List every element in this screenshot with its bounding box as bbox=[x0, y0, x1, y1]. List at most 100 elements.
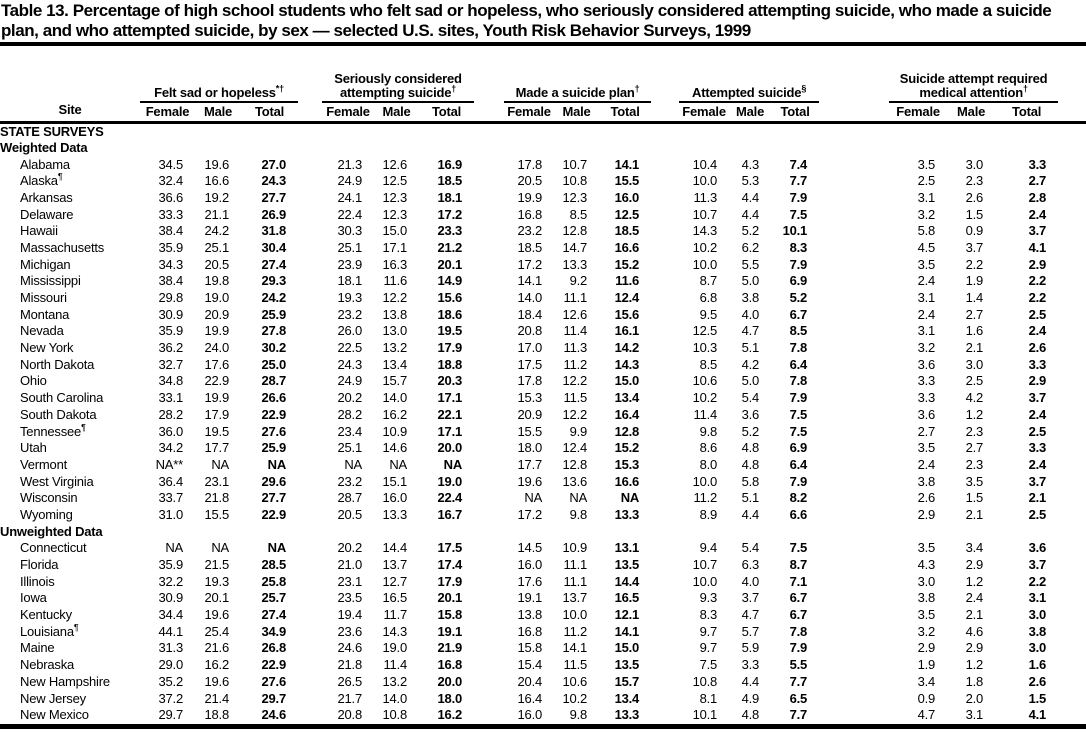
value-cell: 27.6 bbox=[261, 423, 287, 439]
column-gap bbox=[819, 607, 889, 624]
col-group-felt-sad: Felt sad or hopeless*† bbox=[140, 46, 299, 103]
value-cell: 15.0 bbox=[614, 640, 640, 656]
value-cell: 3.7 bbox=[741, 590, 760, 606]
value-cell: 17.2 bbox=[517, 256, 543, 272]
value-cell: 2.3 bbox=[965, 173, 984, 189]
section-heading-row: Weighted Data bbox=[0, 140, 1086, 157]
value-cell: 19.1 bbox=[437, 623, 463, 639]
value-cell: 2.6 bbox=[1028, 673, 1047, 689]
value-cell: 3.0 bbox=[917, 573, 936, 589]
value-cell: 4.1 bbox=[1028, 239, 1047, 255]
value-cell: 18.1 bbox=[437, 189, 463, 205]
column-gap bbox=[298, 356, 322, 373]
column-gap bbox=[474, 190, 504, 207]
column-gap bbox=[1058, 390, 1086, 407]
value-cell: 10.2 bbox=[692, 239, 718, 255]
value-cell: 4.2 bbox=[965, 390, 984, 406]
value-cell: 25.1 bbox=[337, 239, 363, 255]
column-gap bbox=[819, 507, 889, 524]
column-gap bbox=[819, 290, 889, 307]
value-cell: 16.8 bbox=[517, 206, 543, 222]
site-cell: New Jersey bbox=[20, 690, 86, 706]
column-gap bbox=[474, 373, 504, 390]
value-cell: 24.2 bbox=[261, 290, 287, 306]
col-group-attempted-suicide: Attempted suicide§ bbox=[679, 46, 820, 103]
column-gap bbox=[819, 490, 889, 507]
value-cell: 11.3 bbox=[563, 340, 588, 356]
column-gap bbox=[651, 173, 679, 190]
value-cell: 22.9 bbox=[261, 657, 287, 673]
column-gap bbox=[474, 156, 504, 173]
site-cell: Nebraska bbox=[20, 657, 75, 673]
value-cell: 7.5 bbox=[789, 406, 808, 422]
value-cell: 8.5 bbox=[699, 356, 718, 372]
value-cell: 4.8 bbox=[741, 440, 760, 456]
column-gap bbox=[819, 240, 889, 257]
column-gap bbox=[298, 690, 322, 707]
column-gap bbox=[298, 490, 322, 507]
value-cell: 5.2 bbox=[741, 223, 760, 239]
value-cell: 23.2 bbox=[337, 473, 363, 489]
value-cell: 11.1 bbox=[563, 290, 588, 306]
value-cell: 19.9 bbox=[204, 390, 229, 406]
col-group-attempted-suicide-label: Attempted suicide bbox=[692, 84, 802, 100]
value-cell: 7.9 bbox=[789, 473, 808, 489]
value-cell: 7.8 bbox=[789, 623, 808, 639]
value-cell: 13.4 bbox=[614, 390, 640, 406]
site-cell: Kentucky bbox=[20, 607, 72, 623]
col-header-total: Total bbox=[431, 104, 462, 120]
section-heading-row: Unweighted Data bbox=[0, 523, 1086, 540]
value-cell: 25.9 bbox=[261, 306, 287, 322]
site-cell: Delaware bbox=[20, 206, 74, 222]
value-cell: 5.7 bbox=[741, 623, 760, 639]
value-cell: 2.3 bbox=[965, 456, 984, 472]
column-gap bbox=[1058, 457, 1086, 474]
site-cell: Wisconsin bbox=[20, 490, 78, 506]
value-cell: 8.6 bbox=[699, 440, 718, 456]
table-row: Ohio 34.8 22.9 28.7 24.9 15.7 20.3 17.8 12.2 15.0… bbox=[0, 373, 1086, 390]
value-cell: 10.7 bbox=[692, 206, 718, 222]
value-cell: 13.4 bbox=[382, 356, 408, 372]
table-row: Hawaii 38.4 24.2 31.8 30.3 15.0 23.3 23.2 12.8 18… bbox=[0, 223, 1086, 240]
value-cell: 16.3 bbox=[382, 256, 408, 272]
value-cell: 18.8 bbox=[437, 356, 463, 372]
value-cell: 14.4 bbox=[382, 540, 408, 556]
value-cell: 13.7 bbox=[382, 557, 408, 573]
value-cell: 2.6 bbox=[965, 189, 984, 205]
value-cell: 20.9 bbox=[517, 406, 543, 422]
value-cell: 23.3 bbox=[437, 223, 463, 239]
value-cell: 17.0 bbox=[517, 340, 543, 356]
value-cell: 25.0 bbox=[261, 356, 287, 372]
column-gap bbox=[651, 373, 679, 390]
site-cell: Nevada bbox=[20, 323, 64, 339]
value-cell: 11.2 bbox=[563, 356, 588, 372]
value-cell: 14.2 bbox=[614, 340, 640, 356]
site-footnote-marker: ¶ bbox=[81, 423, 86, 433]
value-cell: NA bbox=[443, 456, 463, 472]
value-cell: 5.9 bbox=[741, 640, 760, 656]
value-cell: 12.6 bbox=[562, 306, 588, 322]
site-cell: New York bbox=[20, 340, 74, 356]
column-gap bbox=[1058, 540, 1086, 557]
value-cell: 34.8 bbox=[158, 373, 183, 389]
value-cell: 24.9 bbox=[337, 173, 363, 189]
col-group-suicide-plan: Made a suicide plan† bbox=[504, 46, 652, 103]
value-cell: 4.4 bbox=[741, 189, 760, 205]
value-cell: 13.1 bbox=[614, 540, 640, 556]
value-cell: 2.4 bbox=[917, 273, 936, 289]
column-gap bbox=[474, 323, 504, 340]
value-cell: 14.0 bbox=[382, 690, 408, 706]
value-cell: 14.0 bbox=[382, 390, 408, 406]
table-row: Delaware 33.3 21.1 26.9 22.4 12.3 17.2 16.8 8.5 1… bbox=[0, 206, 1086, 223]
column-gap bbox=[298, 440, 322, 457]
value-cell: NA bbox=[267, 540, 287, 556]
column-gap bbox=[651, 657, 679, 674]
table-row: Nevada 35.9 19.9 27.8 26.0 13.0 19.5 20.8 11.4 16… bbox=[0, 323, 1086, 340]
value-cell: 25.9 bbox=[261, 440, 287, 456]
column-gap bbox=[474, 240, 504, 257]
value-cell: 6.6 bbox=[789, 506, 808, 522]
column-gap bbox=[298, 323, 322, 340]
column-gap bbox=[819, 573, 889, 590]
value-cell: 14.1 bbox=[614, 156, 640, 172]
column-gap bbox=[474, 223, 504, 240]
